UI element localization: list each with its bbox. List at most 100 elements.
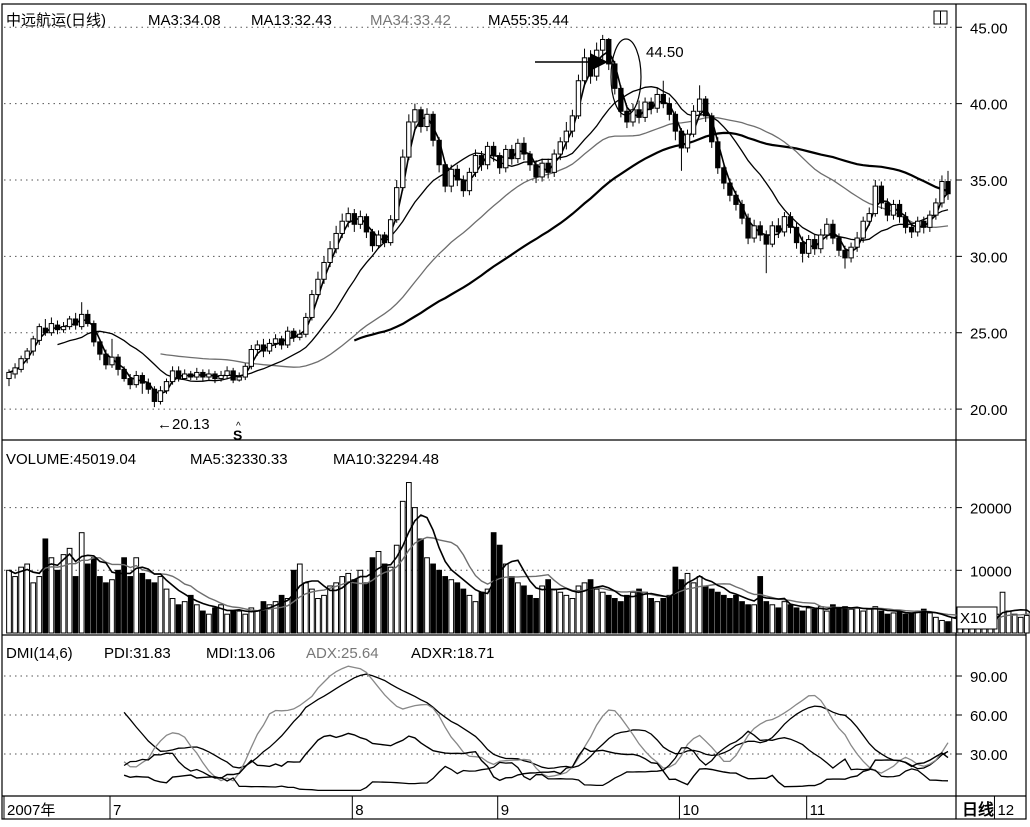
volume-bar xyxy=(72,576,79,634)
ma13-line xyxy=(57,86,949,383)
candle-body xyxy=(860,220,866,239)
candle-body xyxy=(908,226,915,233)
candle-body xyxy=(696,98,703,112)
candle xyxy=(260,338,267,358)
candle xyxy=(266,338,273,355)
volume-ma-lines xyxy=(8,514,1030,621)
candle-body xyxy=(902,216,909,228)
candle-body xyxy=(769,225,775,245)
candle-body xyxy=(157,390,164,402)
volume-bar xyxy=(896,610,903,634)
candle xyxy=(351,209,357,232)
volume-bar xyxy=(545,579,552,634)
candle xyxy=(151,386,158,408)
candle-body xyxy=(18,358,24,370)
candle xyxy=(169,366,176,385)
volume-bar xyxy=(248,607,255,634)
volume-bar xyxy=(1017,616,1024,634)
volume-bar xyxy=(121,557,127,634)
candle xyxy=(921,216,927,234)
volume-bar xyxy=(339,576,346,634)
adx-line xyxy=(123,665,949,782)
volume-bar xyxy=(751,604,758,634)
candle xyxy=(872,180,878,217)
volume-bar xyxy=(321,594,327,634)
candle xyxy=(793,222,800,249)
dmi-panel: 90.00 60.00 30.00 DMI(14,6) PDI:31.83 MDI:… xyxy=(4,645,1008,792)
candle-body xyxy=(109,356,115,366)
candle xyxy=(36,323,42,345)
volume-bar xyxy=(551,588,558,634)
period-label[interactable]: 日线 xyxy=(962,800,994,819)
candle xyxy=(709,112,715,148)
candle-body xyxy=(818,234,824,250)
volume-bar xyxy=(884,613,891,634)
volume-bar xyxy=(823,610,830,634)
pdi-line xyxy=(123,732,949,788)
candle-body xyxy=(497,155,503,169)
candle-body xyxy=(660,93,666,105)
candle-body xyxy=(115,356,121,370)
volume-bar xyxy=(775,607,782,634)
volume-bar xyxy=(702,585,709,634)
candle-body xyxy=(448,168,454,187)
candle-body xyxy=(787,216,794,228)
candle xyxy=(690,105,697,138)
candle-body xyxy=(739,203,745,219)
volume-bar xyxy=(454,582,461,634)
volume-bar xyxy=(763,601,770,634)
candle xyxy=(733,190,739,211)
volume-bar xyxy=(624,594,630,634)
candle xyxy=(18,355,24,373)
candle xyxy=(642,97,648,122)
volume-bar xyxy=(1005,610,1012,634)
candle xyxy=(696,85,703,116)
volume-bar xyxy=(648,598,655,634)
candle-body xyxy=(799,242,806,254)
low-annotation: ←20.13 xyxy=(157,416,210,433)
volume-bar xyxy=(739,601,745,634)
volume-bar xyxy=(387,566,394,634)
candle xyxy=(418,106,424,133)
y-tick-label: 20000 xyxy=(970,501,1012,518)
candle xyxy=(915,216,921,237)
candle xyxy=(182,369,188,381)
candle-body xyxy=(866,213,872,222)
candle-body xyxy=(163,381,170,392)
volume-bar xyxy=(508,576,515,634)
candle xyxy=(357,210,364,229)
candle xyxy=(927,210,933,232)
volume-bar xyxy=(430,563,436,634)
volume-bar xyxy=(418,538,424,634)
volume-bar xyxy=(436,569,442,634)
candle xyxy=(387,215,394,246)
candle xyxy=(648,97,654,115)
maximize-icon[interactable] xyxy=(933,10,948,25)
candle xyxy=(854,231,860,252)
candle-body xyxy=(297,333,303,338)
volume-bar xyxy=(145,579,152,634)
volume-bar xyxy=(109,579,115,634)
volume-gridlines xyxy=(4,507,955,571)
candle-body xyxy=(400,156,406,189)
volume-bar xyxy=(97,576,103,634)
volume-bar xyxy=(933,616,939,634)
volume-bar xyxy=(151,582,158,634)
volume-bar xyxy=(478,591,485,634)
candle xyxy=(218,370,224,382)
ma13-label: MA13:32.43 xyxy=(251,12,332,29)
candle xyxy=(497,152,503,174)
candle-body xyxy=(927,214,933,228)
candle xyxy=(787,212,794,234)
candle xyxy=(581,48,588,86)
candle-body xyxy=(272,338,279,344)
volume-bar xyxy=(36,576,43,634)
candle-body xyxy=(636,109,642,118)
volume-bar xyxy=(527,594,533,634)
dmi-legend: DMI(14,6) PDI:31.83 MDI:13.06 ADX:25.64 … xyxy=(6,645,494,662)
y-tick-label: 90.00 xyxy=(970,669,1008,686)
candle-body xyxy=(303,316,309,335)
candle xyxy=(54,320,61,335)
candle-body xyxy=(854,237,860,248)
